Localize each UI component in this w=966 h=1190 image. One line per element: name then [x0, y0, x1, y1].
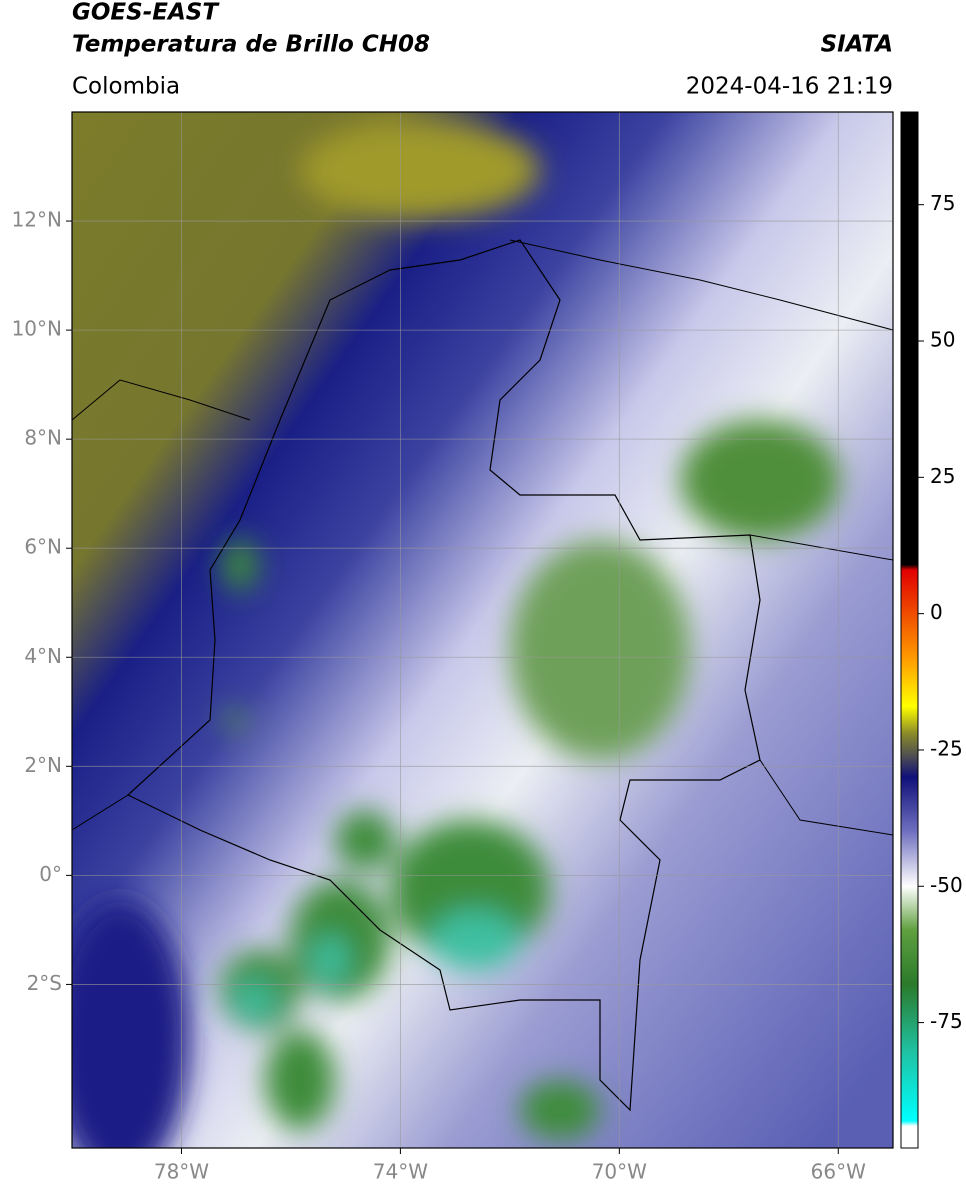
colorbar-tick-label: 25 [930, 464, 955, 488]
y-tick-label: 12°N [12, 208, 62, 232]
region-label: Colombia [72, 74, 180, 100]
neighbor-borders [72, 239, 893, 836]
colorbar-tick-label: 0 [930, 600, 943, 624]
grid [72, 112, 893, 1148]
y-tick-label: 2°N [24, 753, 62, 777]
x-tick-label: 74°W [373, 1160, 428, 1184]
x-tick-label: 70°W [592, 1160, 647, 1184]
colorbar-tick-label: -75 [930, 1009, 963, 1033]
datetime-label: 2024-04-16 21:19 [686, 74, 893, 100]
map-frame [71, 111, 894, 1149]
x-tick-label: 66°W [811, 1160, 866, 1184]
colorbar-tick-label: -25 [930, 736, 963, 760]
colorbar [900, 111, 919, 1149]
colorbar-tick-label: 75 [930, 191, 955, 215]
map-imagery [72, 112, 893, 1148]
source-title: SIATA [821, 32, 893, 58]
country-border [126, 239, 761, 1112]
y-tick-label: 10°N [12, 317, 62, 341]
y-tick-label: 4°N [24, 644, 62, 668]
y-tick-label: 2°S [27, 971, 62, 995]
colorbar-tick-label: -50 [930, 873, 963, 897]
x-tick-label: 78°W [154, 1160, 209, 1184]
satellite-title: GOES-EAST [72, 0, 220, 26]
y-tick-label: 6°N [24, 535, 62, 559]
imagery-base [72, 112, 893, 1148]
y-tick-label: 0° [39, 862, 62, 886]
y-tick-label: 8°N [24, 426, 62, 450]
colorbar-tick-label: 50 [930, 328, 955, 352]
imagery-features [72, 120, 840, 1148]
product-title: Temperatura de Brillo CH08 [72, 32, 430, 58]
